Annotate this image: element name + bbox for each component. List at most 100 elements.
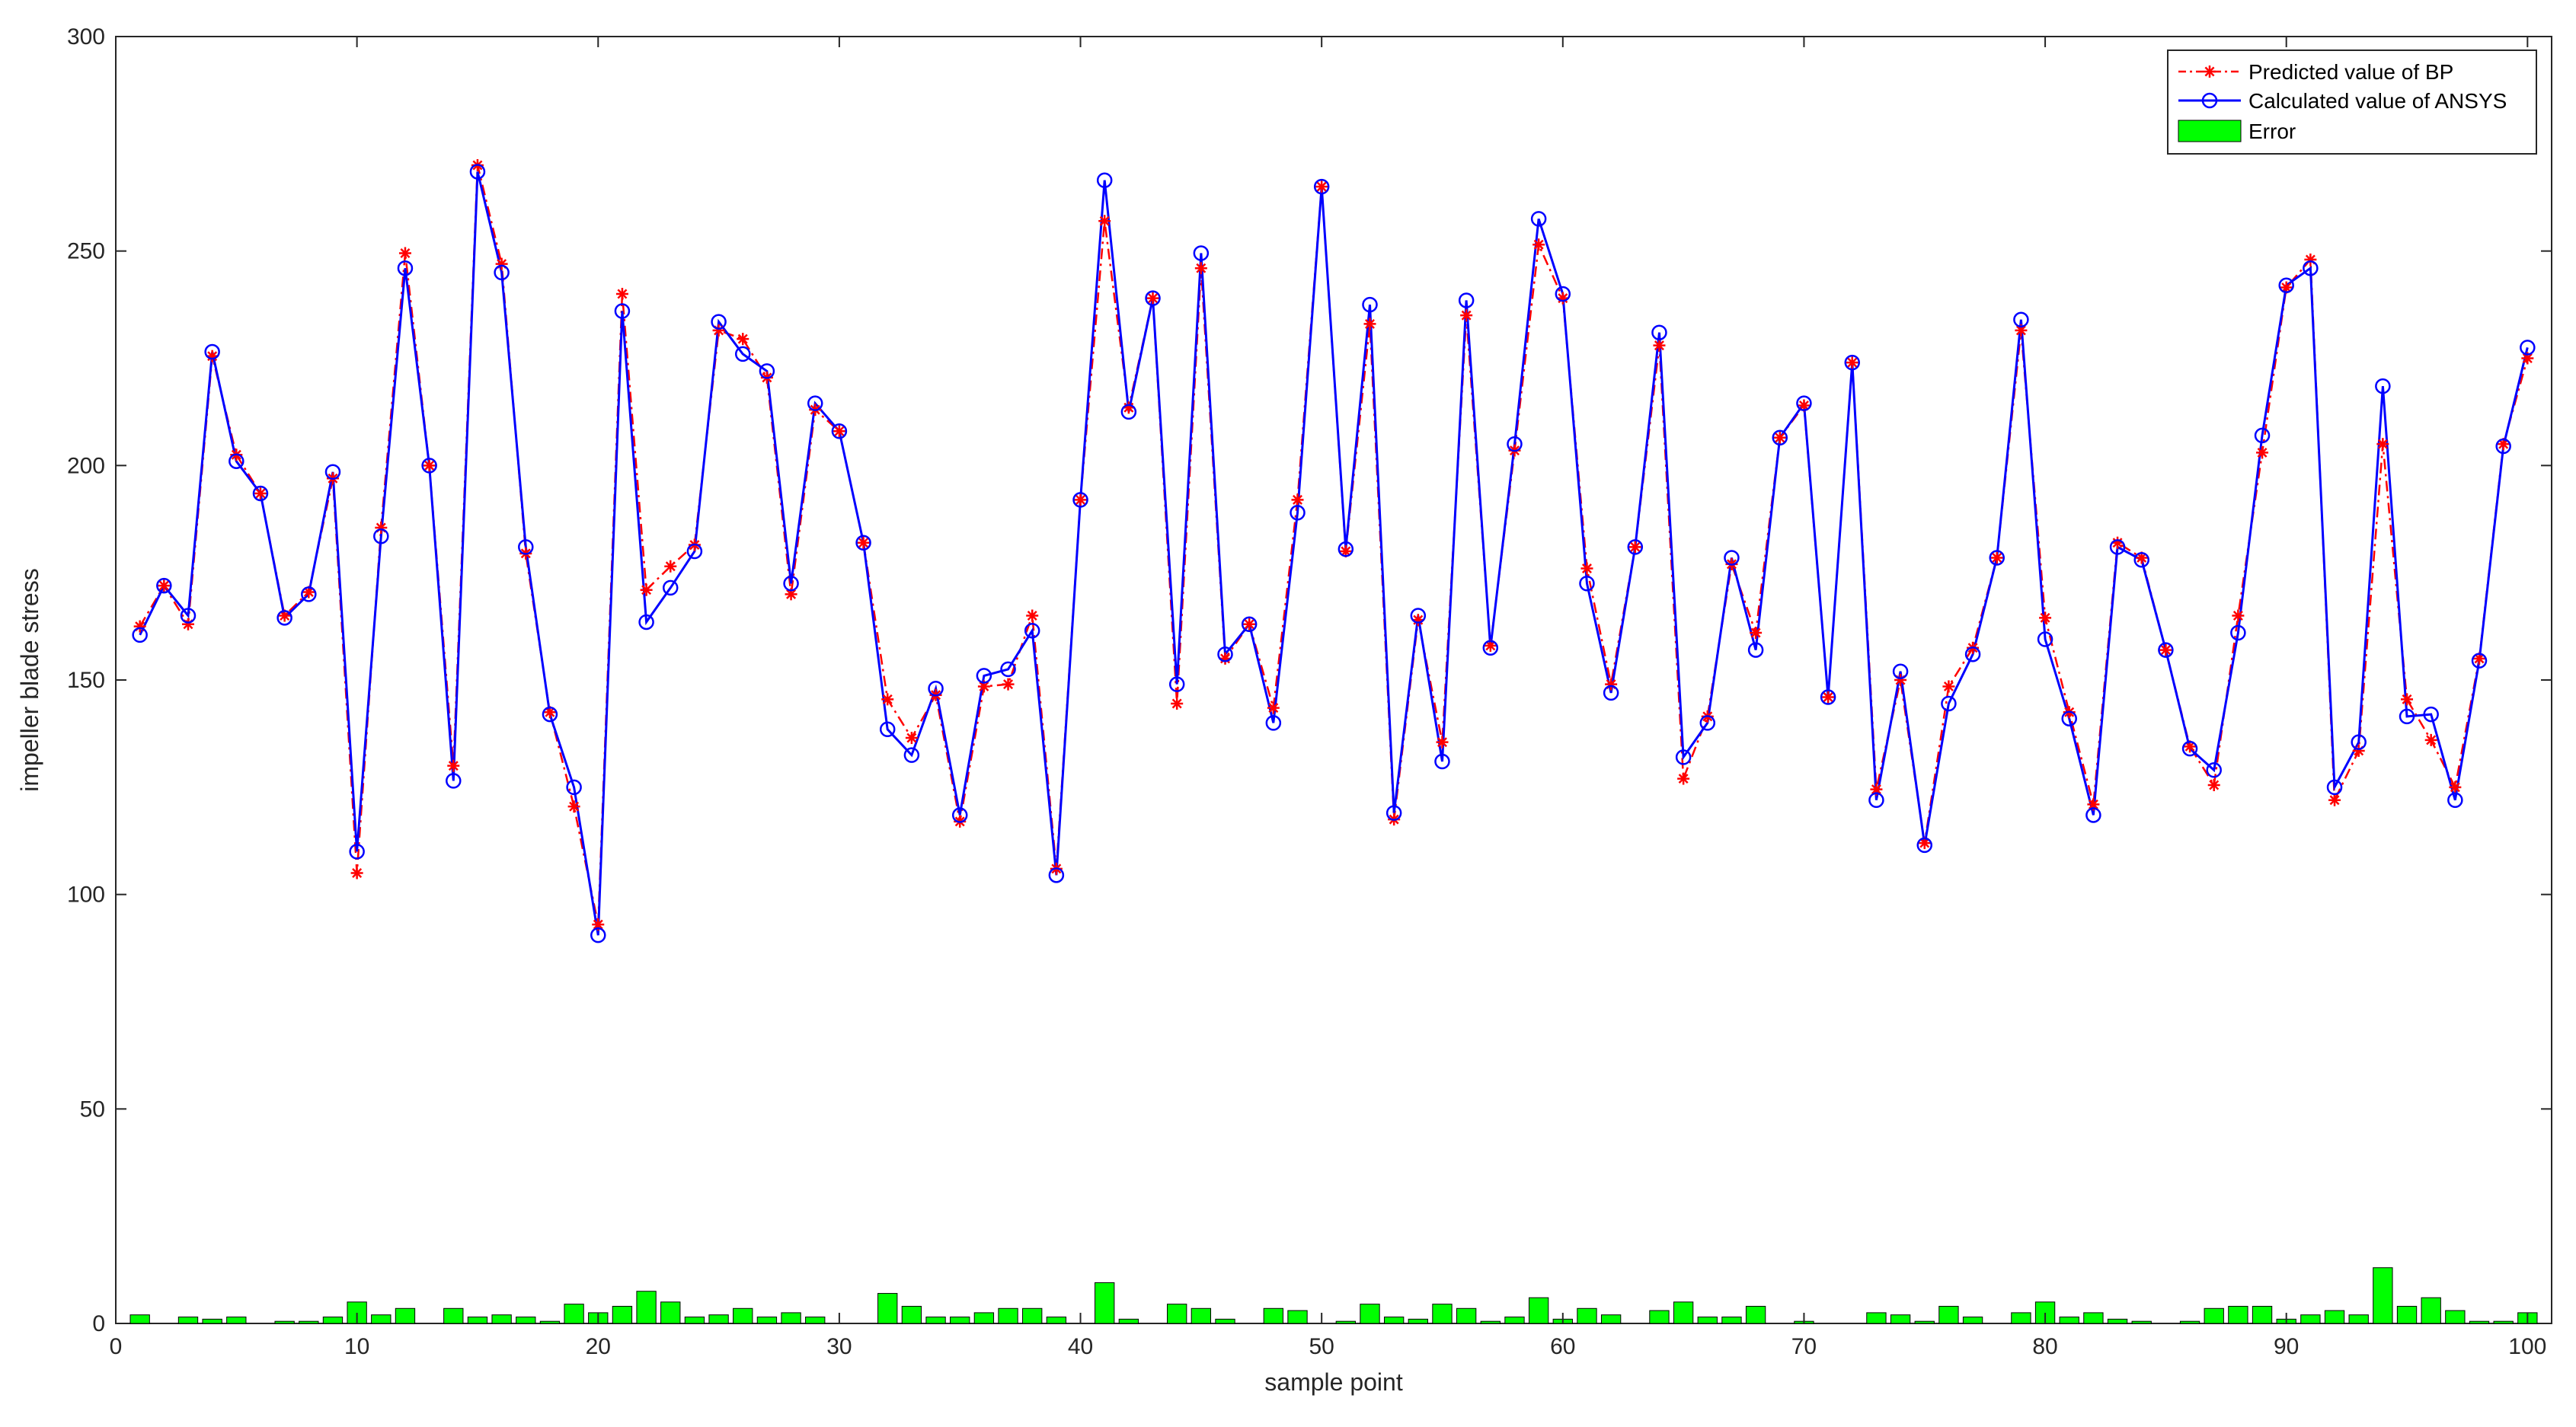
error-bar [395, 1307, 416, 1324]
bp-marker-stroke [1437, 737, 1447, 748]
bp-data-point [398, 247, 411, 260]
ansys-data-point [349, 844, 365, 860]
bp-marker-stroke [1871, 784, 1881, 795]
bp-marker-stroke [2426, 735, 2437, 745]
x-tick-label: 80 [2032, 1334, 2057, 1359]
bp-marker-stroke [1268, 703, 1279, 714]
bp-data-point [881, 693, 894, 706]
bp-marker-stroke [1027, 611, 1037, 621]
y-tick-label: 200 [67, 453, 105, 478]
ansys-data-point [2085, 807, 2101, 823]
error-bar [2228, 1305, 2248, 1324]
ansys-data-point [2206, 762, 2222, 778]
bp-marker-stroke [255, 488, 266, 499]
x-tick-label: 30 [826, 1334, 852, 1359]
error-bar [708, 1314, 729, 1324]
error-bar [2204, 1307, 2224, 1324]
bp-data-point [1677, 772, 1690, 785]
ansys-data-point [2254, 427, 2271, 444]
ansys-data-point [229, 453, 244, 469]
error-bar [1191, 1307, 1212, 1324]
error-bar [299, 1320, 319, 1324]
bp-marker-stroke [906, 733, 917, 743]
bp-marker-stroke [1533, 239, 1544, 250]
bp-marker-stroke [1365, 318, 1375, 329]
error-bar [2396, 1305, 2418, 1324]
bp-marker-stroke [2474, 653, 2485, 664]
ansys-data-point [1507, 436, 1523, 452]
ansys-data-point [1168, 676, 1185, 692]
ansys-data-point [759, 363, 775, 379]
ansys-data-point [2495, 438, 2511, 455]
ansys-data-point [711, 314, 727, 330]
error-bar [684, 1317, 705, 1324]
bp-marker-stroke [1485, 640, 1496, 651]
error-bar [2131, 1320, 2152, 1324]
x-tick-label: 40 [1068, 1334, 1093, 1359]
bp-marker-stroke [1678, 774, 1689, 784]
ansys-data-point [1217, 646, 1233, 662]
error-bar [1408, 1318, 1428, 1324]
ansys-data-point [2181, 740, 2198, 757]
bp-marker-stroke [882, 694, 893, 704]
bp-data-point [1532, 238, 1545, 251]
bp-marker-stroke [448, 761, 459, 771]
error-bar [2107, 1318, 2128, 1324]
bp-data-point [2207, 779, 2220, 792]
ansys-data-point [1290, 505, 1306, 521]
x-tick-label: 100 [2508, 1334, 2546, 1359]
bp-marker-stroke [1148, 293, 1159, 304]
ansys-series-line [139, 171, 2529, 936]
error-bar [1890, 1314, 1911, 1324]
legend-ansys-marker [2201, 92, 2218, 109]
legend-label-ansys: Calculated value of ANSYS [2248, 89, 2507, 113]
legend-entry-error: Error [2178, 120, 2296, 143]
error-bar [1673, 1301, 1694, 1324]
error-bar [733, 1307, 753, 1324]
error-bar [1504, 1317, 1525, 1324]
bp-marker-stroke [2257, 447, 2268, 458]
y-tick-label: 150 [67, 668, 105, 693]
ansys-data-point [1193, 245, 1210, 261]
ansys-data-point [976, 668, 992, 684]
error-bar [226, 1317, 247, 1324]
bp-data-point [567, 800, 580, 813]
bp-marker-stroke [2498, 439, 2509, 449]
error-bar [2083, 1312, 2104, 1324]
ansys-data-point [1772, 429, 1788, 445]
ansys-data-point [879, 721, 896, 738]
bp-data-point [1291, 493, 1304, 506]
bp-data-point [2280, 281, 2293, 294]
bp-data-point [1315, 180, 1328, 193]
ansys-data-point [663, 579, 679, 596]
ansys-data-point [1241, 616, 1258, 633]
ansys-data-point [1796, 395, 1812, 411]
bp-marker-stroke [1461, 310, 1472, 321]
ansys-data-point [1024, 622, 1040, 639]
bp-marker-stroke [400, 247, 411, 258]
bp-data-point [737, 333, 749, 346]
bp-marker-stroke [1003, 679, 1014, 690]
ansys-data-point [1724, 550, 1740, 566]
ansys-data-point [2326, 779, 2343, 796]
bp-data-point [615, 288, 628, 300]
y-tick-label: 250 [67, 239, 105, 264]
bp-data-point [2424, 733, 2437, 746]
x-tick-label: 0 [110, 1334, 123, 1359]
bp-data-point [2401, 693, 2414, 706]
bp-marker-stroke [593, 919, 603, 930]
error-bar [2445, 1310, 2466, 1324]
bp-data-point [2497, 438, 2510, 451]
bp-data-point [1460, 309, 1473, 322]
ansys-data-point [1892, 663, 1909, 679]
error-bar [2348, 1314, 2369, 1324]
bp-data-point [158, 579, 171, 592]
ansys-data-point [1579, 576, 1595, 592]
series-markers [132, 159, 2536, 943]
bp-marker-stroke [1750, 627, 1761, 638]
ansys-data-point [855, 535, 871, 551]
y-tick-label: 50 [80, 1097, 105, 1122]
error-bar [1215, 1318, 1235, 1324]
ansys-data-point [2351, 734, 2367, 750]
ansys-data-point [421, 458, 437, 474]
